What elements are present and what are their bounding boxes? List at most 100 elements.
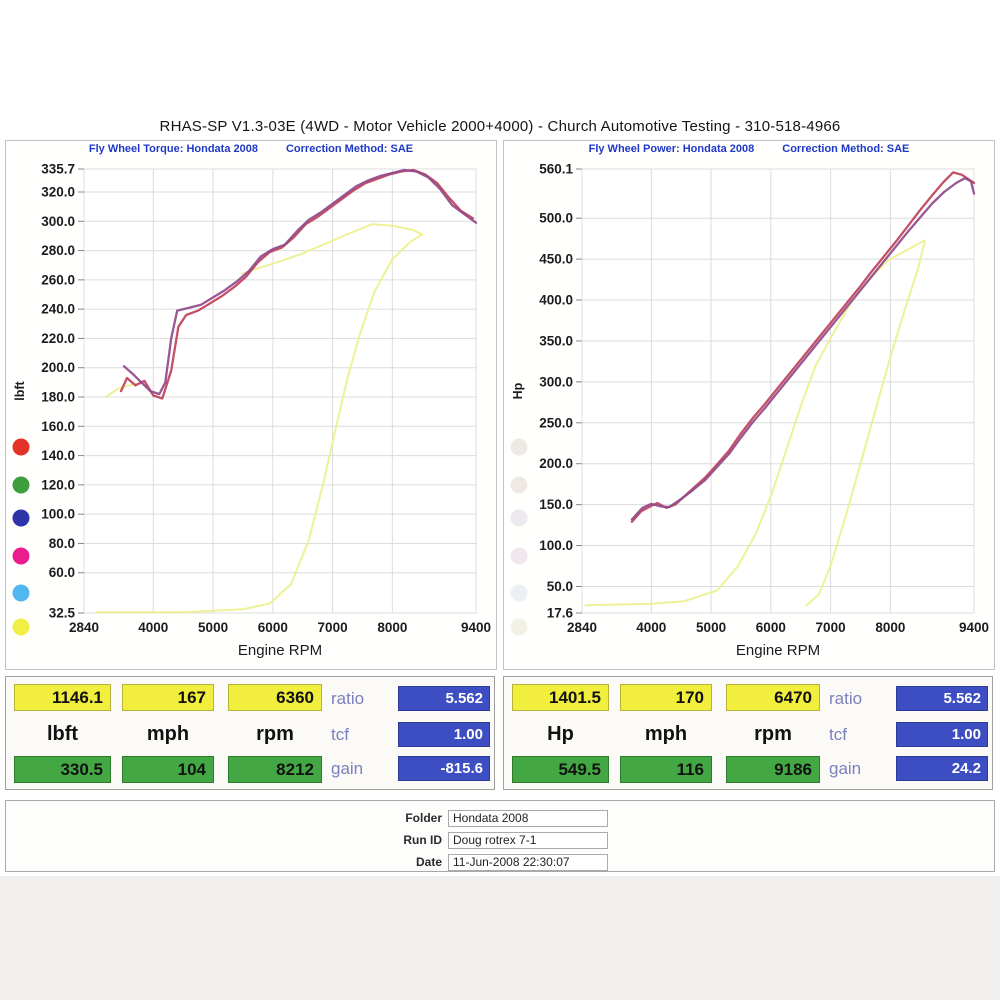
bottom-band <box>0 876 1000 1000</box>
y-tick-label: 140.0 <box>41 448 75 463</box>
y-tick-label: 450.0 <box>539 252 573 267</box>
cursor-value-box: 1401.5 <box>512 684 609 711</box>
unit-label: Hp <box>547 722 574 745</box>
power-header-correction: Correction Method: SAE <box>782 143 910 155</box>
y-axis-label: lbft <box>13 380 27 400</box>
y-tick-label: 300.0 <box>41 214 75 229</box>
folder-row: Folder Hondata 2008 <box>376 809 608 827</box>
torque-chart-panel: Fly Wheel Torque: Hondata 2008 Correctio… <box>5 140 497 670</box>
y-tick-label: 50.0 <box>547 579 573 594</box>
legend-dot[interactable] <box>12 584 30 602</box>
unit-label: mph <box>644 722 688 745</box>
y-tick-label: 400.0 <box>539 293 573 308</box>
torque-header-source: Fly Wheel Torque: Hondata 2008 <box>88 143 258 155</box>
cursor-value-box: 1146.1 <box>14 684 111 711</box>
tcf-label: tcf <box>829 725 847 744</box>
legend-dot <box>510 476 528 494</box>
torque-chart: 2840 4000 5000 6000 7000 8000 9400 335.7 320.0 30… <box>12 162 491 659</box>
x-tick-label: 8000 <box>875 620 905 635</box>
legend-dot <box>510 509 528 527</box>
y-tick-label: 100.0 <box>41 507 75 522</box>
power-chart-header: Fly Wheel Power: Hondata 2008 Correction… <box>504 141 994 157</box>
ratio-label: ratio <box>331 689 365 708</box>
y-tick-label: 260.0 <box>41 272 75 287</box>
peak-value-box: 330.5 <box>14 756 111 783</box>
y-tick-label: 220.0 <box>41 331 75 346</box>
folder-label: Folder <box>405 811 442 825</box>
peak-value-box: 549.5 <box>512 756 609 783</box>
y-tick-label: 160.0 <box>41 419 75 434</box>
date-label: Date <box>415 855 442 869</box>
ratio-value-box: 5.562 <box>398 686 490 711</box>
torque-values-table: 1146.1 167 6360 lbft mph rpm 330.5 104 8… <box>5 676 495 790</box>
peak-value-box: 9186 <box>726 756 820 783</box>
x-tick-label: 9400 <box>959 620 989 635</box>
y-tick-label: 560.1 <box>539 162 573 177</box>
date-field[interactable]: 11-Jun-2008 22:30:07 <box>448 853 608 871</box>
run-id-field[interactable]: Doug rotrex 7-1 <box>448 831 608 849</box>
legend-dot <box>510 438 528 456</box>
peak-value-box: 8212 <box>228 756 322 783</box>
x-tick-label: 4000 <box>138 620 168 635</box>
tcf-value-box: 1.00 <box>398 722 490 747</box>
x-tick-label: 4000 <box>636 620 666 635</box>
legend-dot[interactable] <box>12 547 30 565</box>
run-id-label: Run ID <box>403 833 442 847</box>
power-header-source: Fly Wheel Power: Hondata 2008 <box>588 143 755 155</box>
cursor-value-box: 167 <box>122 684 214 711</box>
x-tick-label: 6000 <box>756 620 786 635</box>
unit-label: rpm <box>256 722 294 745</box>
torque-chart-header: Fly Wheel Torque: Hondata 2008 Correctio… <box>6 141 496 157</box>
plot-area <box>83 168 477 614</box>
run-info-footer: Folder Hondata 2008 Run ID Doug rotrex 7… <box>5 800 995 872</box>
page-title: RHAS-SP V1.3-03E (4WD - Motor Vehicle 20… <box>159 118 841 135</box>
series-torque-run-2 <box>122 168 478 396</box>
ratio-value-box: 5.562 <box>896 686 988 711</box>
y-tick-label: 200.0 <box>41 360 75 375</box>
tcf-value-box: 1.00 <box>896 722 988 747</box>
unit-label: mph <box>146 722 190 745</box>
y-tick-label: 500.0 <box>539 211 573 226</box>
y-tick-label: 350.0 <box>539 333 573 348</box>
y-tick-label: 280.0 <box>41 243 75 258</box>
gain-label: gain <box>829 759 862 778</box>
power-values-table: 1401.5 170 6470 Hp mph rpm 549.5 116 918… <box>503 676 993 790</box>
y-tick-label: 180.0 <box>41 390 75 405</box>
tcf-label: tcf <box>331 725 349 744</box>
y-tick-label: 150.0 <box>539 497 573 512</box>
gain-value-box: 24.2 <box>896 756 988 781</box>
torque-header-correction: Correction Method: SAE <box>285 143 414 155</box>
y-tick-label: 335.7 <box>41 162 75 177</box>
y-tick-label: 200.0 <box>539 456 573 471</box>
x-tick-label: 2840 <box>567 620 597 635</box>
folder-field[interactable]: Hondata 2008 <box>448 809 608 827</box>
y-tick-label: 240.0 <box>41 302 75 317</box>
peak-value-box: 116 <box>620 756 712 783</box>
y-tick-label: 60.0 <box>49 565 75 580</box>
x-tick-label: 7000 <box>318 620 348 635</box>
x-tick-label: 6000 <box>258 620 288 635</box>
legend-dot <box>510 547 528 565</box>
x-tick-label: 5000 <box>198 620 228 635</box>
legend-dot[interactable] <box>12 618 30 636</box>
legend-dot[interactable] <box>12 438 30 456</box>
legend-dot[interactable] <box>12 476 30 494</box>
gain-label: gain <box>331 759 364 778</box>
ratio-label: ratio <box>829 689 863 708</box>
unit-label: rpm <box>754 722 792 745</box>
legend-dot <box>510 584 528 602</box>
unit-label: lbft <box>46 722 79 745</box>
legend-dot[interactable] <box>12 509 30 527</box>
y-tick-label: 300.0 <box>539 374 573 389</box>
y-tick-label: 320.0 <box>41 184 75 199</box>
run-id-row: Run ID Doug rotrex 7-1 <box>376 831 608 849</box>
cursor-value-box: 6360 <box>228 684 322 711</box>
date-row: Date 11-Jun-2008 22:30:07 <box>376 853 608 871</box>
x-tick-label: 5000 <box>696 620 726 635</box>
y-tick-label: 80.0 <box>49 536 75 551</box>
y-tick-label: 17.6 <box>547 606 574 621</box>
power-chart: 2840 4000 5000 6000 7000 8000 9400 560.1 500.0 45… <box>510 162 989 659</box>
y-axis-label: Hp <box>511 382 525 399</box>
x-tick-label: 8000 <box>377 620 407 635</box>
